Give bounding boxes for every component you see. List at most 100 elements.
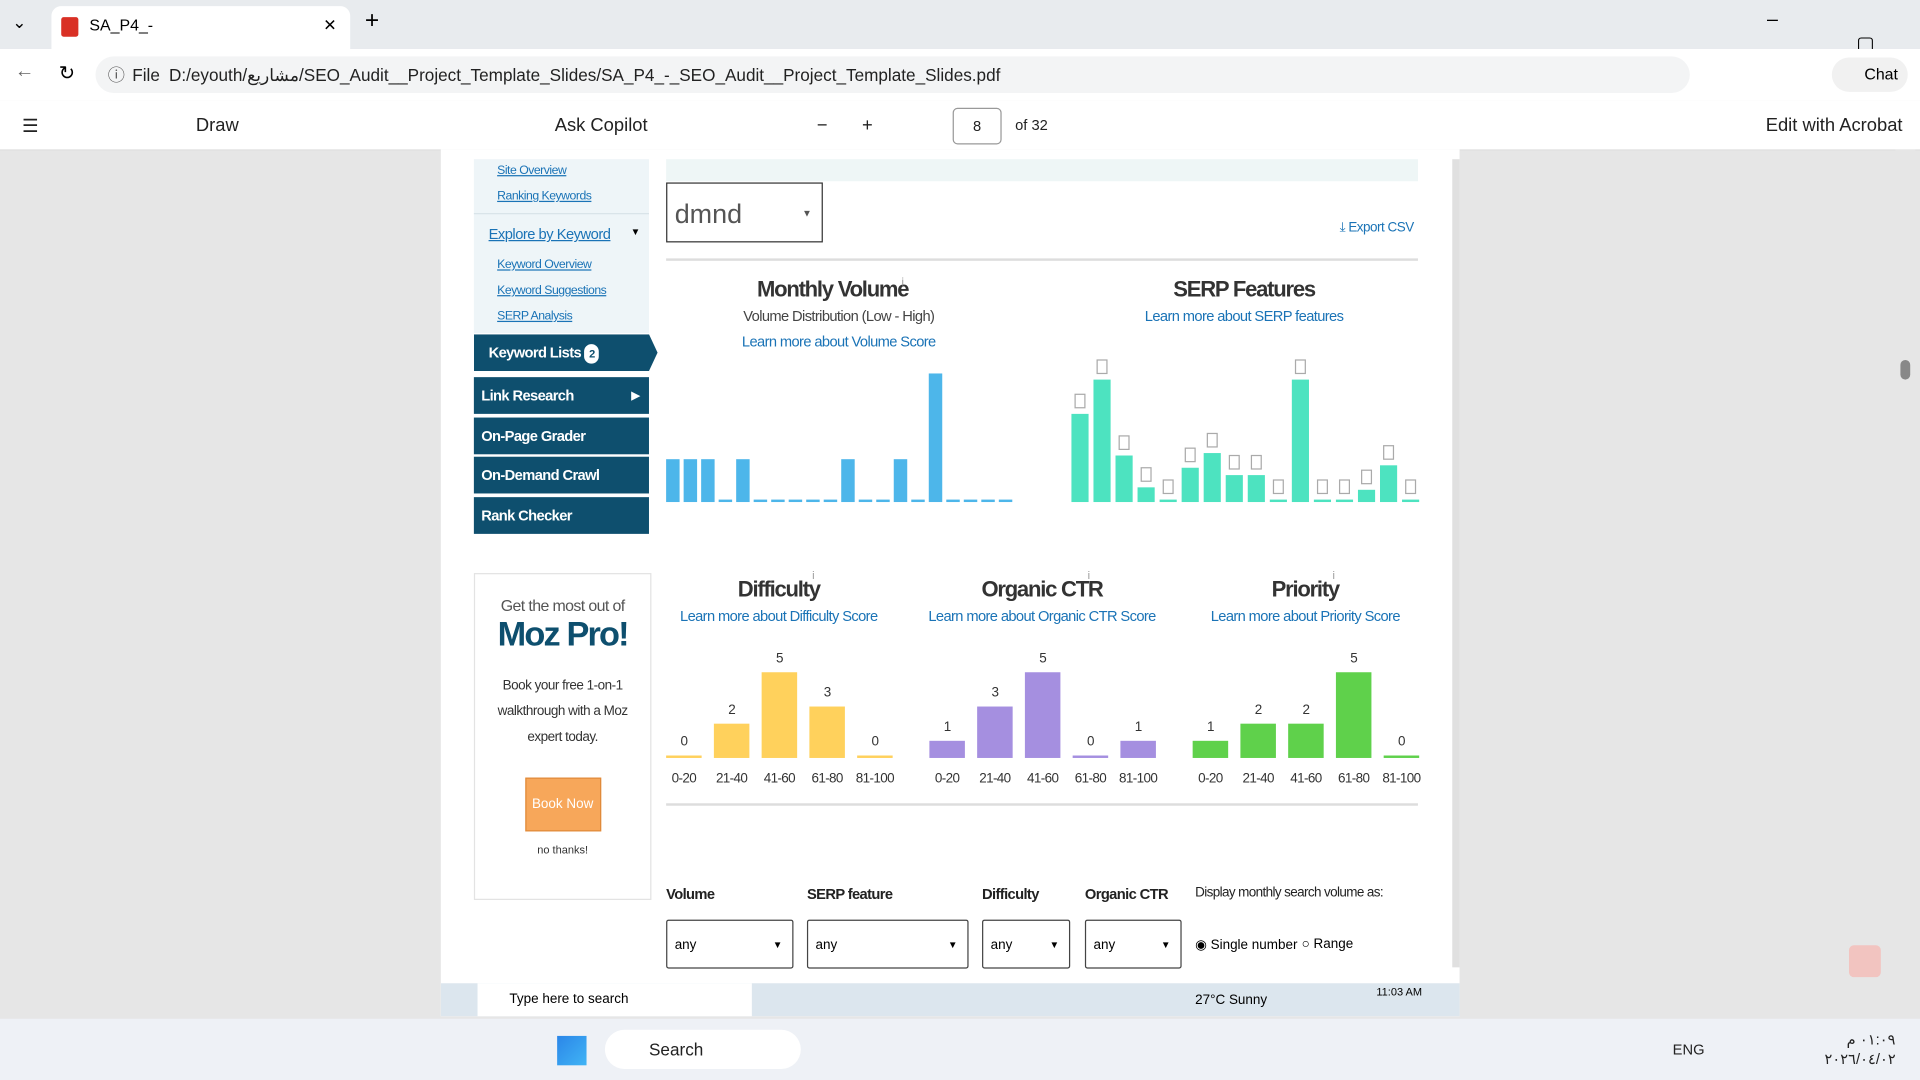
bar — [893, 459, 908, 503]
value-label: 2 — [1302, 702, 1309, 717]
no-thanks[interactable]: no thanks! — [537, 843, 589, 856]
url: D:/eyouth/مشاريع/SEO_Audit__Project_Temp… — [168, 64, 1001, 85]
explore-link[interactable]: Explore by Keyword — [488, 225, 611, 243]
contents[interactable]: ☰ — [22, 116, 39, 138]
select[interactable]: any — [1084, 919, 1182, 970]
menu-item[interactable]: On-Demand Crawl — [473, 456, 649, 494]
ask-copilot[interactable]: Ask Copilot — [554, 115, 648, 136]
feature-icon — [1118, 435, 1130, 451]
bar — [1383, 755, 1420, 758]
select[interactable]: any — [806, 919, 969, 970]
zoom-in[interactable]: + — [862, 115, 873, 136]
count-badge: 2 — [584, 344, 600, 364]
bar — [963, 499, 978, 503]
address-bar: ← ↻ ⓘ File D:/eyouth/مشاريع/SEO_Audit__P… — [0, 48, 1920, 101]
sidebar-link[interactable]: Site Overview — [497, 164, 567, 178]
chart-title: Difficulty — [738, 576, 822, 601]
tab-menu[interactable]: ⌄ — [12, 12, 27, 32]
page-input[interactable]: 8 — [952, 107, 1002, 145]
feature-icon — [1361, 469, 1373, 485]
bar — [666, 459, 680, 503]
filter-label: Organic CTR — [1084, 885, 1169, 903]
acrobat-icon[interactable] — [1848, 945, 1881, 978]
reload[interactable]: ↻ — [58, 63, 76, 85]
feature-icon — [1272, 479, 1284, 495]
scroll-thumb[interactable] — [1900, 360, 1911, 380]
bar — [823, 499, 838, 503]
caret: ▼ — [802, 208, 812, 220]
category-label: 61-80 — [1338, 770, 1369, 785]
filter-label: SERP feature — [806, 885, 893, 903]
feature-icon — [1294, 359, 1306, 375]
start-button[interactable] — [557, 1035, 587, 1066]
language[interactable]: ENG — [1672, 1040, 1705, 1058]
keyword-lists[interactable]: Keyword Lists 2 — [473, 334, 658, 372]
value-label: 3 — [824, 685, 831, 700]
export-csv[interactable]: ⤓ Export CSV — [1339, 220, 1415, 236]
bar — [1335, 499, 1354, 503]
select[interactable]: any — [666, 919, 794, 970]
book-now[interactable]: Book Now — [524, 777, 601, 832]
value-label: 1 — [1207, 719, 1214, 734]
bar — [1335, 672, 1372, 758]
draw[interactable]: Draw — [195, 115, 239, 136]
value-label: 5 — [1039, 650, 1046, 665]
back[interactable]: ← — [14, 61, 35, 83]
category-label: 21-40 — [716, 770, 747, 785]
bar — [1115, 455, 1133, 503]
bar — [1192, 740, 1229, 758]
bar — [998, 499, 1013, 503]
value-label: 0 — [871, 734, 878, 749]
bar — [683, 459, 698, 503]
category-label: 61-80 — [811, 770, 842, 785]
bar — [1288, 723, 1324, 758]
sidebar-sublink[interactable]: SERP Analysis — [497, 309, 573, 324]
edit-with-acrobat[interactable]: Edit with Acrobat — [1765, 115, 1903, 136]
sidebar-sublink[interactable]: Keyword Suggestions — [497, 284, 607, 298]
embedded-time: 11:03 AM — [1376, 985, 1423, 998]
bar — [1137, 487, 1155, 503]
new-tab[interactable]: + — [364, 7, 380, 35]
menu-item[interactable]: Link Research ▶ — [473, 377, 649, 414]
bar — [857, 755, 893, 758]
taskbar-search[interactable]: Search — [604, 1029, 801, 1069]
category-label: 41-60 — [764, 770, 795, 785]
feature-icon — [1316, 479, 1328, 495]
category-label: 41-60 — [1290, 770, 1321, 785]
radio-label: Single number — [1210, 937, 1298, 953]
chart-link: Learn more about Organic CTR Score — [928, 609, 1156, 625]
clock-date[interactable]: ٢٠٢٦/٠٤/٠٢ — [1824, 1050, 1896, 1068]
sidebar-sublink[interactable]: Keyword Overview — [497, 258, 592, 272]
list-select[interactable]: dmnd ▼ — [666, 182, 823, 243]
taskbar: Search ENG ٠١:٠٩ م ٢٠٢٦/٠٤/٠٢ — [0, 1018, 1920, 1080]
menu-label: Link Research — [481, 386, 574, 405]
chart-subtitle: Volume Distribution (Low - High) — [743, 309, 934, 325]
bar — [1247, 475, 1265, 503]
url-box[interactable]: ⓘ File D:/eyouth/مشاريع/SEO_Audit__Proje… — [95, 56, 1690, 94]
divider — [666, 258, 1418, 261]
feature-icon — [1096, 359, 1108, 375]
tab-close[interactable]: ✕ — [323, 15, 337, 35]
display-label: Display monthly search volume as: — [1195, 885, 1384, 900]
chat-button[interactable]: Chat — [1831, 57, 1908, 92]
menu-item[interactable]: Rank Checker — [473, 497, 649, 534]
category-label: 21-40 — [979, 770, 1010, 785]
caret: ▶ — [631, 389, 640, 402]
bar — [981, 499, 995, 503]
clock-time[interactable]: ٠١:٠٩ م — [1846, 1031, 1896, 1049]
value-label: 0 — [680, 734, 687, 749]
feature-icon — [1184, 447, 1196, 463]
category-label: 0-20 — [1198, 770, 1223, 785]
value-label: 5 — [776, 650, 783, 665]
radio[interactable]: ◉ Single number — [1195, 937, 1298, 953]
radio[interactable]: ○ Range — [1301, 936, 1354, 952]
bar — [1071, 413, 1089, 503]
sidebar-link[interactable]: Ranking Keywords — [497, 189, 592, 204]
zoom-out[interactable]: − — [816, 115, 828, 136]
menu-item[interactable]: On-Page Grader — [473, 417, 649, 455]
select[interactable]: any — [982, 919, 1071, 970]
url-scheme: File — [132, 64, 160, 85]
info-icon: i — [902, 276, 904, 288]
